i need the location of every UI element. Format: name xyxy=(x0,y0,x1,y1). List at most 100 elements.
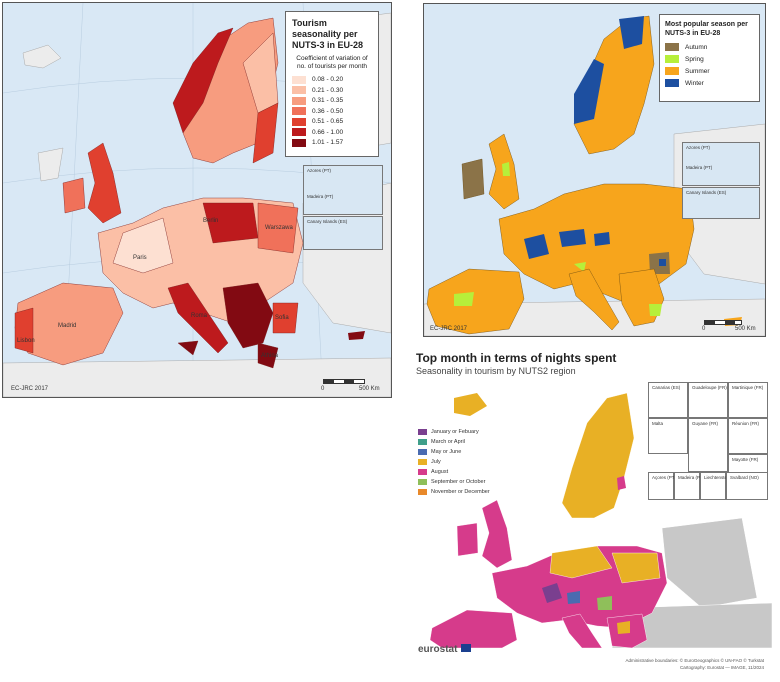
guadeloupe-inset: Guadeloupe (FR) xyxy=(688,382,728,418)
legend-label: 0.66 - 1.00 xyxy=(312,128,344,136)
eurostat-logo: eurostat xyxy=(418,644,458,655)
canary-inset: Canary Islands (ES) xyxy=(682,187,760,219)
inset-label: Liechtenstein xyxy=(704,475,731,480)
legend-item: January or Febuary xyxy=(418,428,490,436)
legend-swatch xyxy=(418,489,427,495)
legend-item: Autumn xyxy=(665,42,754,52)
scale-start: 0 xyxy=(702,326,706,332)
legend-swatch xyxy=(418,429,427,435)
legend-swatch xyxy=(665,67,679,75)
guyane-inset: Guyane (FR) xyxy=(688,418,728,472)
inset-label: Malta xyxy=(652,421,664,426)
credit-line: Cartography: Eurostat — IMAGE, 11/2024 xyxy=(680,665,764,670)
legend-swatch xyxy=(418,459,427,465)
place-label: Madrid xyxy=(58,323,77,329)
legend-item: 0.66 - 1.00 xyxy=(292,128,372,137)
inset-label: Guyane (FR) xyxy=(692,421,719,426)
legend-label: 0.51 - 0.65 xyxy=(312,118,344,125)
legend-swatch xyxy=(665,55,679,63)
legend-item: March or April xyxy=(418,438,490,446)
legend-items: Autumn Spring Summer Winter xyxy=(665,42,754,88)
legend-label: Summer xyxy=(685,67,710,75)
legend-swatch xyxy=(292,138,306,147)
legend-label: September or October xyxy=(431,479,486,485)
legend-items: January or Febuary March or April May or J… xyxy=(418,428,490,496)
legend-item: November or December xyxy=(418,488,490,496)
legend-swatch xyxy=(292,107,306,115)
legend-item: July xyxy=(418,458,490,466)
svalbard-inset: Svalbard (NO) xyxy=(726,472,768,500)
place-label: Paris xyxy=(133,255,147,261)
map-credit: EC-JRC 2017 xyxy=(11,386,49,392)
canarias-inset: Canarias (ES) xyxy=(648,382,688,418)
legend-item: 0.21 - 0.30 xyxy=(292,86,372,95)
legend-label: March or April xyxy=(431,439,465,445)
credit-line: Administrative boundaries: © EuroGeograp… xyxy=(625,658,764,663)
legend-swatch xyxy=(418,439,427,445)
seasonality-map-panel: Tourism seasonality per NUTS-3 in EU-28 … xyxy=(2,2,392,398)
legend-subtitle: Coefficient of variation of no. of touri… xyxy=(296,55,368,70)
inset-label: Mayotte (FR) xyxy=(732,457,759,462)
inset-label: Madeira (PT) xyxy=(678,475,705,480)
legend-swatch xyxy=(292,96,306,105)
top-month-map-panel: Top month in terms of nights spent Seaso… xyxy=(412,348,772,682)
place-label: Lisbon xyxy=(17,338,35,344)
inset-label: Açores (PT) xyxy=(652,475,677,480)
inset-label: Madeira (PT) xyxy=(686,165,713,170)
place-label: Berlin xyxy=(203,218,219,224)
madeira-inset: Madeira (PT) xyxy=(674,472,704,500)
azores-madeira-inset: Azores (PT) Madeira (PT) xyxy=(303,165,383,215)
inset-label: Azores (PT) xyxy=(307,168,332,173)
inset-label: Réunion (FR) xyxy=(732,421,760,426)
legend-item: 1.01 - 1.57 xyxy=(292,138,372,147)
inset-label: Madeira (PT) xyxy=(307,194,334,199)
legend-label: Autumn xyxy=(685,43,708,51)
legend-item: Winter xyxy=(665,78,754,88)
inset-label: Canary Islands (ES) xyxy=(686,190,727,195)
legend-item: August xyxy=(418,468,490,476)
inset-label: Canary Islands (ES) xyxy=(307,219,348,224)
legend-label: 1.01 - 1.57 xyxy=(312,139,344,146)
scale-start: 0 xyxy=(321,386,325,392)
legend-label: Winter xyxy=(685,79,704,87)
map-subtitle: Seasonality in tourism by NUTS2 region xyxy=(416,366,576,376)
legend-item: May or June xyxy=(418,448,490,456)
legend-item: 0.51 - 0.65 xyxy=(292,117,372,126)
legend-label: August xyxy=(431,469,449,475)
legend-swatch xyxy=(665,79,679,87)
place-label: Athina xyxy=(261,353,279,359)
season-legend: Most popular season per NUTS-3 in EU-28 … xyxy=(659,14,760,102)
azores-madeira-inset: Azores (PT) Madeira (PT) xyxy=(682,142,760,186)
legend-swatch xyxy=(292,128,306,136)
scale-bar xyxy=(704,320,742,325)
reunion-inset: Réunion (FR) xyxy=(728,418,768,454)
legend-swatch xyxy=(418,479,427,485)
canary-inset: Canary Islands (ES) xyxy=(303,216,383,250)
scale-end: 500 Km xyxy=(735,326,756,332)
inset-label: Svalbard (NO) xyxy=(730,475,759,480)
legend-label: 0.08 - 0.20 xyxy=(312,76,344,83)
legend-swatch xyxy=(292,75,306,84)
legend-label: Spring xyxy=(685,55,704,63)
inset-label: Guadeloupe (FR) xyxy=(692,385,727,390)
popular-season-map-panel: Most popular season per NUTS-3 in EU-28 … xyxy=(423,3,766,337)
malta-inset: Malta xyxy=(648,418,688,454)
liechtenstein-inset: Liechtenstein xyxy=(700,472,731,500)
legend-item: Summer xyxy=(665,66,754,76)
scale-bar xyxy=(323,379,365,384)
legend-swatch xyxy=(292,86,306,94)
legend-title: Most popular season per NUTS-3 in EU-28 xyxy=(665,21,748,37)
legend-label: May or June xyxy=(431,449,462,455)
top-month-map xyxy=(412,378,772,648)
inset-label: Martinique (FR) xyxy=(732,385,764,390)
legend-label: 0.21 - 0.30 xyxy=(312,86,344,94)
legend-swatch xyxy=(418,469,427,475)
inset-label: Azores (PT) xyxy=(686,145,711,150)
place-label: Roma xyxy=(191,313,208,319)
legend-label: July xyxy=(431,459,441,465)
inset-label: Canarias (ES) xyxy=(652,385,681,390)
place-label: Warszawa xyxy=(265,225,293,231)
map-title: Top month in terms of nights spent xyxy=(416,351,617,365)
legend-label: 0.36 - 0.50 xyxy=(312,107,344,115)
legend-label: November or December xyxy=(431,489,490,495)
